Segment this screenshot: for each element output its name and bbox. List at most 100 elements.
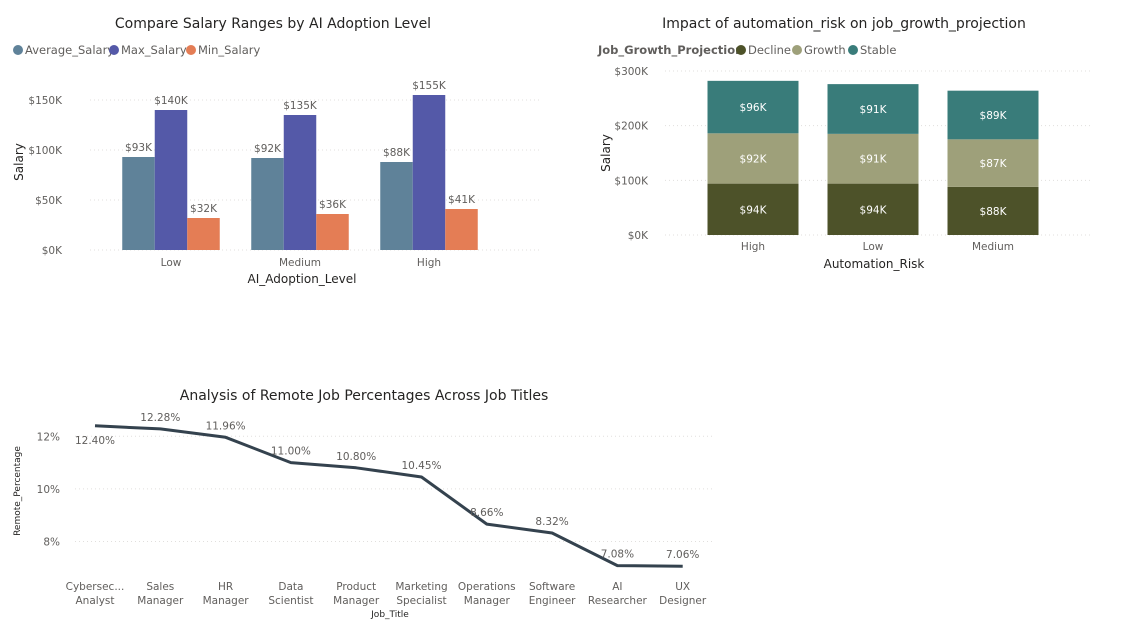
chart-title: Impact of automation_risk on job_growth_… xyxy=(662,16,1026,32)
legend-decline[interactable]: Decline xyxy=(748,43,791,57)
legend[interactable]: Job_Growth_Projection Decline Growth Sta… xyxy=(597,43,896,58)
x-tick-label: HR Manager xyxy=(203,581,250,607)
bar-min-salary[interactable] xyxy=(445,209,478,250)
data-label: $94K xyxy=(740,204,768,216)
legend-min-salary[interactable]: Min_Salary xyxy=(198,43,260,57)
data-label: 12.40% xyxy=(75,435,115,447)
x-tick-label: Software Engineer xyxy=(529,581,576,607)
bar-segment-stable[interactable] xyxy=(707,80,799,134)
bar-segment-decline[interactable] xyxy=(707,183,799,235)
data-label: 11.00% xyxy=(271,446,311,458)
data-label: $41K xyxy=(448,194,476,206)
y-tick-label: 12% xyxy=(37,431,60,443)
data-label: $87K xyxy=(980,158,1008,170)
data-label: 10.45% xyxy=(401,460,441,472)
data-label: $36K xyxy=(319,199,347,211)
data-label: $96K xyxy=(740,102,768,114)
bar-average-salary[interactable] xyxy=(122,157,155,250)
bar-segment-growth[interactable] xyxy=(827,133,919,184)
data-label: 7.08% xyxy=(601,549,634,561)
data-label: $88K xyxy=(383,147,411,159)
y-tick-label: $50K xyxy=(35,195,63,207)
data-label: $91K xyxy=(860,154,888,166)
y-tick-label: $0K xyxy=(628,230,649,242)
data-label: $135K xyxy=(283,100,318,112)
data-label: 11.96% xyxy=(206,420,246,432)
x-tick-label: Product Manager xyxy=(333,581,380,607)
x-tick-label: Medium xyxy=(279,257,321,269)
x-tick-label: Operations Manager xyxy=(458,581,516,607)
x-tick-label: AI Researcher xyxy=(588,581,648,607)
x-tick-label: Marketing Specialist xyxy=(395,581,447,607)
x-tick-label: Data Scientist xyxy=(268,581,313,607)
x-tick-label: Low xyxy=(161,257,182,269)
data-label: $155K xyxy=(412,80,447,92)
bar-segment-decline[interactable] xyxy=(947,186,1039,235)
legend-average-salary[interactable]: Average_Salary xyxy=(25,43,114,57)
x-tick-label: High xyxy=(417,257,441,269)
y-tick-label: $150K xyxy=(28,95,63,107)
y-axis-title: Salary xyxy=(599,134,613,172)
bar-segment-decline[interactable] xyxy=(827,183,919,235)
x-tick-label: UX Designer xyxy=(659,581,707,607)
remote-percentage-chart[interactable]: Analysis of Remote Job Percentages Acros… xyxy=(0,370,740,630)
automation-risk-chart[interactable]: Impact of automation_risk on job_growth_… xyxy=(580,0,1144,300)
data-label: $92K xyxy=(254,143,282,155)
data-label: $89K xyxy=(980,110,1008,122)
bar-min-salary[interactable] xyxy=(316,214,349,250)
bar-average-salary[interactable] xyxy=(380,162,413,250)
data-label: $32K xyxy=(190,203,218,215)
chart-title: Analysis of Remote Job Percentages Acros… xyxy=(180,388,548,404)
bar-segment-stable[interactable] xyxy=(947,90,1039,140)
x-tick-label: Sales Manager xyxy=(137,581,184,607)
x-axis-title: AI_Adoption_Level xyxy=(248,272,357,286)
data-label: $94K xyxy=(860,204,888,216)
legend-stable[interactable]: Stable xyxy=(860,43,896,57)
y-tick-label: $100K xyxy=(614,175,649,187)
bar-min-salary[interactable] xyxy=(187,218,220,250)
x-tick-label: High xyxy=(741,241,765,253)
data-label: 10.80% xyxy=(336,451,376,463)
data-label: 12.28% xyxy=(140,412,180,424)
bar-segment-stable[interactable] xyxy=(827,84,919,134)
legend-marker-decline xyxy=(736,45,746,55)
legend-growth[interactable]: Growth xyxy=(804,43,846,57)
bar-average-salary[interactable] xyxy=(251,158,284,250)
data-label: $92K xyxy=(740,153,768,165)
data-label: 8.66% xyxy=(470,507,503,519)
legend[interactable]: Average_Salary Max_Salary Min_Salary xyxy=(13,43,260,57)
chart-title: Compare Salary Ranges by AI Adoption Lev… xyxy=(115,16,431,32)
data-label: $88K xyxy=(980,206,1008,218)
bar-max-salary[interactable] xyxy=(412,95,446,250)
bar-segment-growth[interactable] xyxy=(707,133,799,184)
data-label: $91K xyxy=(860,104,888,116)
legend-title: Job_Growth_Projection xyxy=(597,43,743,58)
bar-max-salary[interactable] xyxy=(283,115,317,250)
remote-percentage-line[interactable] xyxy=(94,424,683,568)
legend-marker-growth xyxy=(792,45,802,55)
data-label: 8.32% xyxy=(535,516,568,528)
legend-marker-average-salary xyxy=(13,45,23,55)
legend-marker-stable xyxy=(848,45,858,55)
x-tick-label: Cybersec... Analyst xyxy=(66,581,125,607)
x-tick-label: Medium xyxy=(972,241,1014,253)
x-tick-label: Low xyxy=(863,241,884,253)
data-label: 7.06% xyxy=(666,549,699,561)
y-tick-label: $0K xyxy=(42,245,63,257)
data-label: $140K xyxy=(154,95,189,107)
y-tick-label: $300K xyxy=(614,66,649,78)
y-tick-label: $200K xyxy=(614,121,649,133)
legend-max-salary[interactable]: Max_Salary xyxy=(121,43,187,57)
y-tick-label: 10% xyxy=(37,484,60,496)
y-axis-title: Remote_Percentage xyxy=(13,446,23,536)
bar-segment-growth[interactable] xyxy=(947,139,1039,187)
y-tick-label: $100K xyxy=(28,145,63,157)
x-axis-title: Job_Title xyxy=(370,610,409,620)
y-tick-label: 8% xyxy=(43,536,60,548)
x-axis-title: Automation_Risk xyxy=(824,257,925,271)
salary-range-chart[interactable]: Compare Salary Ranges by AI Adoption Lev… xyxy=(0,0,580,300)
legend-marker-max-salary xyxy=(109,45,119,55)
legend-marker-min-salary xyxy=(186,45,196,55)
bar-max-salary[interactable] xyxy=(154,110,188,250)
data-label: $93K xyxy=(125,142,153,154)
